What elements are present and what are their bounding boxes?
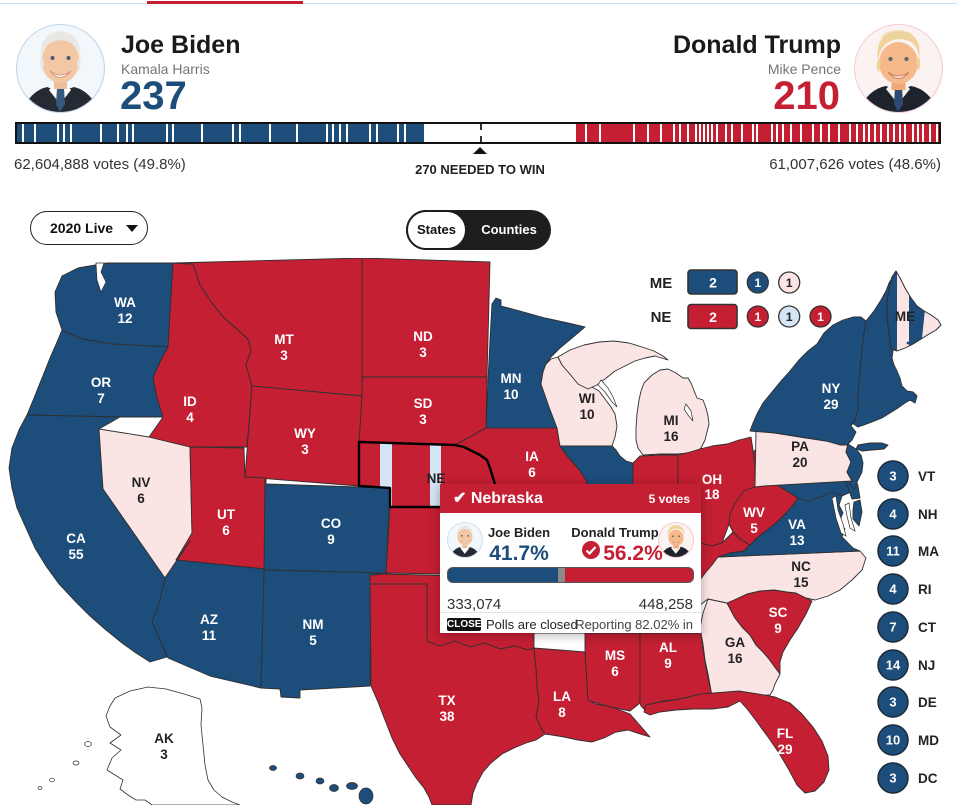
svg-text:8: 8 bbox=[558, 705, 566, 720]
svg-text:GA: GA bbox=[725, 635, 746, 650]
svg-text:AL: AL bbox=[659, 640, 677, 655]
svg-text:9: 9 bbox=[327, 532, 335, 547]
svg-text:CA: CA bbox=[66, 531, 86, 546]
svg-text:11: 11 bbox=[886, 544, 900, 559]
svg-text:18: 18 bbox=[704, 487, 720, 502]
svg-text:FL: FL bbox=[777, 726, 794, 741]
svg-text:3: 3 bbox=[889, 771, 896, 786]
svg-text:OH: OH bbox=[702, 472, 722, 487]
svg-text:20: 20 bbox=[792, 455, 807, 470]
svg-text:TX: TX bbox=[438, 693, 455, 708]
svg-text:ME: ME bbox=[650, 275, 673, 292]
svg-text:6: 6 bbox=[137, 491, 145, 506]
svg-text:DE: DE bbox=[918, 695, 937, 710]
svg-text:12: 12 bbox=[117, 311, 132, 326]
svg-text:CO: CO bbox=[321, 516, 341, 531]
svg-text:1: 1 bbox=[754, 276, 761, 290]
svg-text:VT: VT bbox=[918, 469, 936, 484]
svg-text:AZ: AZ bbox=[200, 612, 218, 627]
svg-text:3: 3 bbox=[889, 469, 896, 484]
svg-text:ID: ID bbox=[183, 394, 197, 409]
svg-text:9: 9 bbox=[774, 621, 782, 636]
svg-text:29: 29 bbox=[823, 397, 838, 412]
svg-text:16: 16 bbox=[727, 651, 743, 666]
svg-text:4: 4 bbox=[186, 410, 194, 425]
svg-text:NY: NY bbox=[822, 381, 841, 396]
svg-text:DC: DC bbox=[918, 771, 938, 786]
svg-text:3: 3 bbox=[160, 747, 168, 762]
svg-text:NV: NV bbox=[132, 475, 151, 490]
svg-text:3: 3 bbox=[280, 348, 288, 363]
svg-text:IA: IA bbox=[525, 449, 539, 464]
svg-text:CT: CT bbox=[918, 620, 937, 635]
svg-text:NE: NE bbox=[651, 309, 672, 326]
svg-text:10: 10 bbox=[503, 387, 518, 402]
svg-text:NJ: NJ bbox=[918, 658, 935, 673]
svg-text:MN: MN bbox=[501, 371, 522, 386]
svg-text:MT: MT bbox=[274, 332, 294, 347]
svg-text:AK: AK bbox=[154, 731, 174, 746]
svg-text:2: 2 bbox=[709, 275, 717, 291]
svg-text:WI: WI bbox=[579, 391, 596, 406]
svg-text:NH: NH bbox=[918, 507, 938, 522]
svg-text:SC: SC bbox=[769, 605, 788, 620]
svg-text:3: 3 bbox=[301, 442, 309, 457]
svg-text:1: 1 bbox=[754, 310, 761, 324]
svg-text:SD: SD bbox=[414, 396, 433, 411]
svg-text:10: 10 bbox=[886, 733, 900, 748]
svg-text:55: 55 bbox=[68, 547, 84, 562]
svg-text:UT: UT bbox=[217, 507, 236, 522]
svg-text:1: 1 bbox=[786, 310, 793, 324]
svg-text:6: 6 bbox=[611, 664, 619, 679]
svg-text:11: 11 bbox=[202, 628, 217, 643]
svg-text:14: 14 bbox=[886, 658, 901, 673]
svg-text:OR: OR bbox=[91, 375, 112, 390]
svg-text:WY: WY bbox=[294, 426, 316, 441]
svg-text:4: 4 bbox=[889, 507, 897, 522]
svg-text:1: 1 bbox=[786, 276, 793, 290]
svg-text:MD: MD bbox=[918, 733, 939, 748]
svg-text:MS: MS bbox=[605, 648, 625, 663]
svg-text:ME: ME bbox=[895, 309, 915, 324]
svg-text:LA: LA bbox=[553, 689, 571, 704]
svg-text:10: 10 bbox=[579, 407, 594, 422]
svg-text:6: 6 bbox=[222, 523, 230, 538]
svg-text:38: 38 bbox=[439, 709, 455, 724]
svg-text:16: 16 bbox=[663, 429, 679, 444]
svg-text:5: 5 bbox=[750, 521, 758, 536]
svg-text:WA: WA bbox=[114, 295, 136, 310]
svg-text:WV: WV bbox=[743, 505, 765, 520]
svg-text:MI: MI bbox=[664, 413, 679, 428]
svg-text:ND: ND bbox=[413, 329, 433, 344]
svg-text:PA: PA bbox=[791, 439, 809, 454]
svg-text:13: 13 bbox=[789, 533, 805, 548]
svg-text:9: 9 bbox=[664, 656, 672, 671]
svg-text:NC: NC bbox=[791, 559, 811, 574]
svg-text:6: 6 bbox=[528, 465, 536, 480]
svg-text:2: 2 bbox=[709, 309, 717, 325]
svg-text:1: 1 bbox=[817, 310, 824, 324]
svg-text:29: 29 bbox=[777, 742, 792, 757]
svg-text:MA: MA bbox=[918, 544, 939, 559]
svg-text:5: 5 bbox=[309, 633, 317, 648]
svg-text:7: 7 bbox=[889, 620, 896, 635]
svg-text:4: 4 bbox=[889, 582, 897, 597]
svg-text:3: 3 bbox=[419, 345, 427, 360]
svg-text:RI: RI bbox=[918, 582, 932, 597]
svg-text:VA: VA bbox=[788, 517, 806, 532]
svg-text:3: 3 bbox=[419, 412, 427, 427]
svg-text:7: 7 bbox=[97, 391, 105, 406]
svg-text:3: 3 bbox=[889, 695, 896, 710]
svg-text:15: 15 bbox=[793, 575, 809, 590]
svg-text:NE: NE bbox=[427, 471, 446, 486]
svg-text:NM: NM bbox=[303, 617, 324, 632]
